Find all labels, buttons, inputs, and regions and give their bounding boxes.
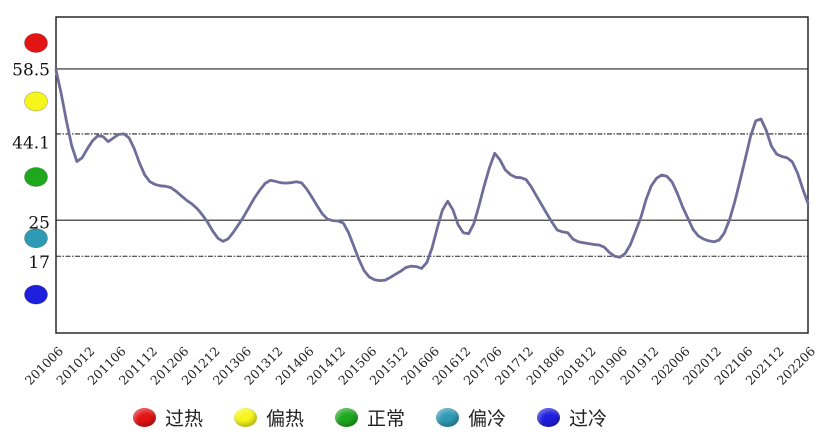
legend-item-偏热: 偏热 [234, 404, 335, 431]
zone-dot-正常 [24, 167, 48, 187]
legend-dot-icon [335, 408, 358, 427]
legend-dot-icon [234, 408, 257, 427]
legend-item-过热: 过热 [133, 404, 234, 431]
y-threshold-label: 25 [28, 214, 50, 234]
zone-dot-偏冷 [24, 228, 48, 249]
legend-label: 过冷 [569, 408, 608, 430]
zone-dot-过热 [24, 33, 48, 53]
legend-label: 偏热 [266, 408, 305, 430]
legend-label: 过热 [165, 408, 204, 430]
legend-dot-icon [436, 408, 459, 427]
legend-item-正常: 正常 [335, 404, 436, 431]
legend: 过热 偏热 正常 偏冷 过冷 [133, 404, 638, 431]
legend-item-偏冷: 偏冷 [436, 404, 537, 431]
y-threshold-label: 17 [28, 253, 50, 273]
y-threshold-label: 58.5 [12, 60, 50, 80]
zone-dot-偏热 [24, 91, 48, 112]
legend-label: 偏冷 [468, 408, 507, 430]
legend-label: 正常 [367, 408, 406, 430]
legend-item-过冷: 过冷 [537, 404, 638, 431]
plot-border [55, 16, 809, 334]
legend-dot-icon [133, 408, 156, 427]
zone-dot-过冷 [24, 284, 48, 305]
chart-canvas: 58.544.125172010062010122011062011122012… [12, 16, 818, 388]
legend-dot-icon [537, 408, 560, 427]
y-threshold-label: 44.1 [12, 133, 50, 153]
index-series-line [54, 68, 810, 282]
